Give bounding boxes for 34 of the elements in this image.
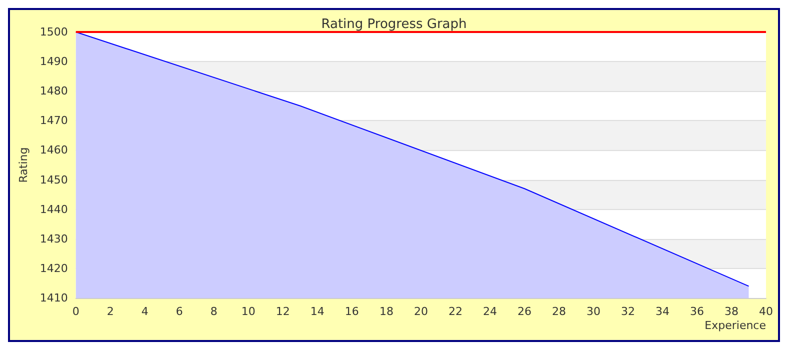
x-tick-label: 34 [655, 305, 670, 318]
chart-title: Rating Progress Graph [321, 17, 467, 32]
x-tick-label: 8 [210, 305, 218, 318]
y-tick-label: 1500 [40, 26, 68, 38]
y-tick-label: 1480 [40, 84, 68, 98]
x-tick-label: 6 [176, 305, 183, 318]
x-tick-label: 22 [448, 305, 462, 318]
y-tick-label: 1490 [40, 55, 68, 68]
x-tick-label: 30 [586, 305, 600, 318]
x-tick-label: 4 [141, 305, 148, 318]
x-tick-label: 20 [414, 305, 428, 318]
x-tick-label: 40 [759, 305, 773, 318]
y-tick-label: 1430 [40, 232, 68, 246]
x-tick-label: 16 [344, 305, 359, 318]
y-tick-label: 1470 [40, 114, 68, 128]
x-tick-label: 2 [106, 305, 114, 318]
y-tick-label: 1420 [40, 262, 68, 275]
x-tick-label: 10 [241, 305, 256, 318]
y-axis-title: Rating [17, 147, 30, 183]
x-tick-label: 24 [482, 305, 497, 318]
x-tick-label: 26 [517, 305, 532, 318]
x-tick-label: 0 [72, 305, 80, 318]
x-tick-label: 38 [724, 305, 738, 318]
x-axis-title: Experience [704, 319, 766, 332]
y-tick-label: 1410 [40, 292, 68, 304]
y-tick-label: 1450 [40, 173, 68, 186]
y-tick-label: 1440 [40, 202, 68, 216]
x-tick-label: 18 [379, 305, 394, 318]
y-tick-label: 1460 [40, 144, 68, 157]
x-tick-label: 32 [620, 305, 635, 318]
x-tick-label: 36 [690, 305, 704, 318]
x-tick-label: 14 [310, 305, 324, 318]
x-tick-label: 28 [552, 305, 566, 318]
x-tick-label: 12 [276, 305, 290, 318]
